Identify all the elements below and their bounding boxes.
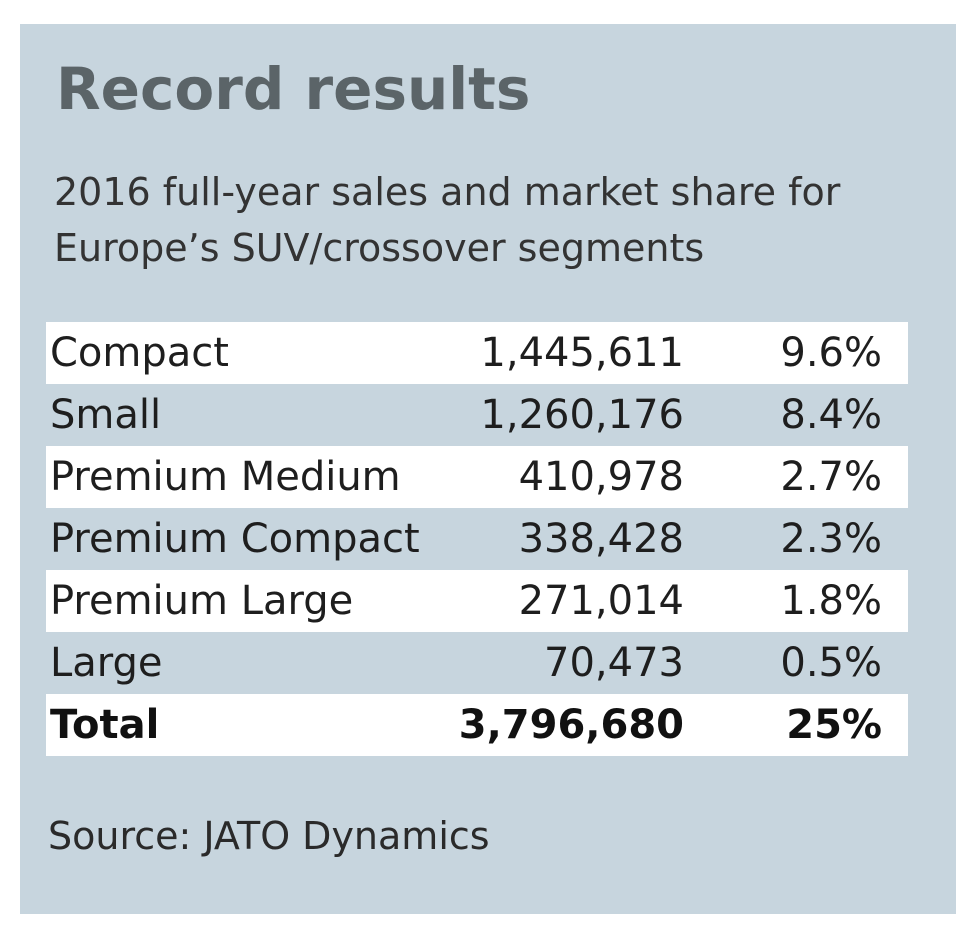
table-row: Premium Large 271,014 1.8%: [46, 570, 908, 632]
share-value: 1.8%: [780, 578, 882, 624]
chart-title: Record results: [56, 55, 531, 123]
sales-value: 338,428: [518, 516, 684, 562]
sales-value: 1,260,176: [480, 392, 684, 438]
segment-label: Large: [50, 640, 163, 686]
share-value: 8.4%: [780, 392, 882, 438]
source-note: Source: JATO Dynamics: [48, 814, 490, 858]
table-row: Compact 1,445,611 9.6%: [46, 322, 908, 384]
segment-label: Small: [50, 392, 162, 438]
table-row: Small 1,260,176 8.4%: [46, 384, 908, 446]
infographic-panel: Record results 2016 full-year sales and …: [20, 24, 956, 914]
sales-value: 271,014: [518, 578, 684, 624]
share-value: 2.7%: [780, 454, 882, 500]
total-label: Total: [50, 702, 160, 748]
share-value: 0.5%: [780, 640, 882, 686]
sales-value: 410,978: [518, 454, 684, 500]
total-row: Total 3,796,680 25%: [46, 694, 908, 756]
table-row: Large 70,473 0.5%: [46, 632, 908, 694]
table-row: Premium Medium 410,978 2.7%: [46, 446, 908, 508]
total-sales-value: 3,796,680: [458, 702, 684, 748]
segment-label: Premium Compact: [50, 516, 420, 562]
sales-table: Compact 1,445,611 9.6% Small 1,260,176 8…: [46, 322, 908, 756]
chart-subtitle: 2016 full-year sales and market share fo…: [54, 170, 841, 270]
segment-label: Compact: [50, 330, 229, 376]
total-share-value: 25%: [786, 702, 882, 748]
share-value: 2.3%: [780, 516, 882, 562]
segment-label: Premium Medium: [50, 454, 401, 500]
segment-label: Premium Large: [50, 578, 354, 624]
sales-value: 70,473: [544, 640, 684, 686]
table-row: Premium Compact 338,428 2.3%: [46, 508, 908, 570]
share-value: 9.6%: [780, 330, 882, 376]
sales-value: 1,445,611: [480, 330, 684, 376]
